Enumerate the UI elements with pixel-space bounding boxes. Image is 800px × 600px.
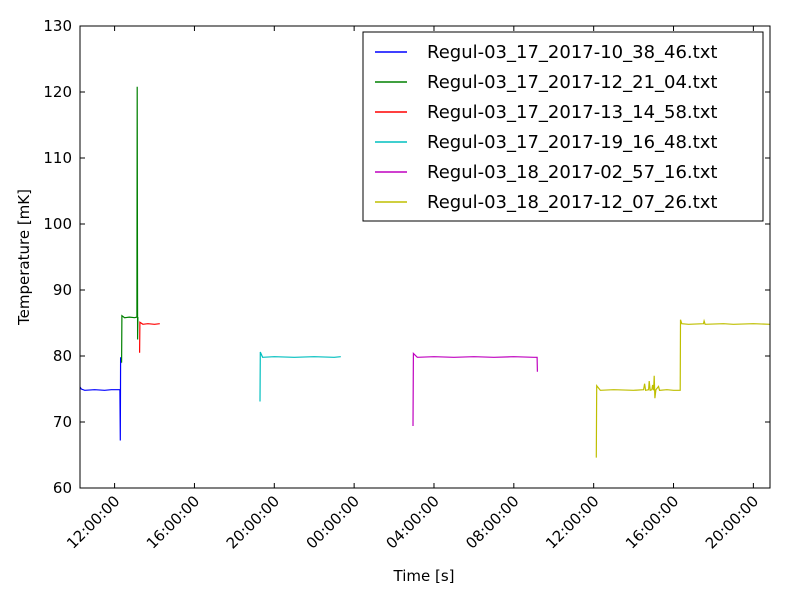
series-line-1: [79, 357, 122, 441]
x-tick-label: 16:00:00: [622, 492, 682, 552]
y-tick-label: 110: [43, 149, 72, 167]
y-tick-label: 60: [53, 479, 72, 497]
series-line-2: [121, 86, 139, 363]
series-line-4: [259, 351, 341, 402]
y-tick-label: 100: [43, 215, 72, 233]
series-line-5: [412, 351, 538, 427]
y-tick-label: 70: [53, 413, 72, 431]
legend: Regul-03_17_2017-10_38_46.txt Regul-03_17…: [362, 31, 764, 222]
x-tick-label: 20:00:00: [223, 492, 283, 552]
x-axis-label: Time [s]: [393, 567, 455, 585]
series-line-3: [139, 321, 160, 353]
legend-label-6: Regul-03_18_2017-12_07_26.txt: [427, 192, 717, 213]
x-tick-label: 08:00:00: [462, 492, 522, 552]
y-axis-label: Temperature [mK]: [15, 189, 33, 326]
x-tick-label: 00:00:00: [303, 492, 363, 552]
x-tick-label: 20:00:00: [702, 492, 762, 552]
legend-label-3: Regul-03_17_2017-13_14_58.txt: [427, 102, 717, 123]
legend-label-1: Regul-03_17_2017-10_38_46.txt: [427, 42, 717, 63]
plot-frame: [79, 25, 771, 489]
legend-label-5: Regul-03_18_2017-02_57_16.txt: [427, 162, 717, 183]
y-tick-label: 90: [53, 281, 72, 299]
y-tick-label: 130: [43, 17, 72, 35]
legend-label-4: Regul-03_17_2017-19_16_48.txt: [427, 132, 717, 153]
legend-label-2: Regul-03_17_2017-12_21_04.txt: [427, 72, 717, 93]
legend-items: Regul-03_17_2017-10_38_46.txt Regul-03_17…: [375, 42, 717, 213]
series-layer: [79, 86, 771, 458]
y-tick-label: 120: [43, 83, 72, 101]
x-tick-label: 12:00:00: [542, 492, 602, 552]
legend-box: [362, 31, 764, 222]
x-tick-label: 04:00:00: [382, 492, 442, 552]
series-line-6: [595, 318, 771, 458]
x-tick-label: 16:00:00: [143, 492, 203, 552]
x-tick-label: 12:00:00: [63, 492, 123, 552]
y-tick-label: 80: [53, 347, 72, 365]
